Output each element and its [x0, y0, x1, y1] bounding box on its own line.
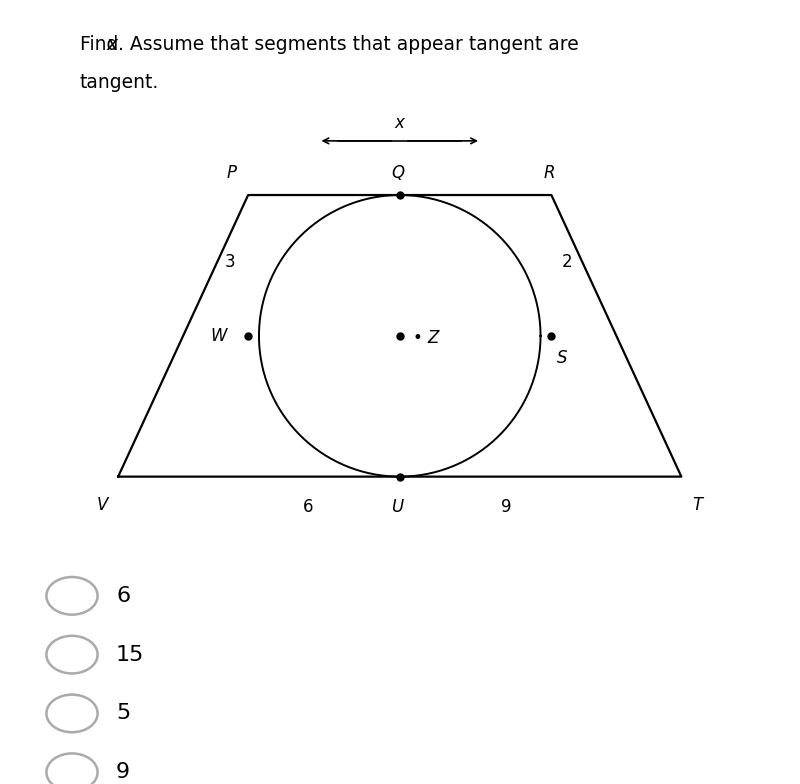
Text: 9: 9 [116, 762, 130, 782]
Text: Find: Find [80, 35, 124, 54]
Text: 15: 15 [116, 644, 144, 665]
Text: • Z: • Z [413, 329, 439, 347]
Text: 9: 9 [501, 499, 511, 517]
Text: T: T [693, 496, 702, 514]
Text: 2: 2 [562, 253, 573, 271]
Text: x: x [106, 35, 118, 54]
Text: V: V [96, 496, 107, 514]
Text: 6: 6 [302, 499, 313, 517]
Text: tangent.: tangent. [80, 73, 159, 92]
Text: W: W [210, 327, 226, 345]
Text: . Assume that segments that appear tangent are: . Assume that segments that appear tange… [118, 35, 578, 54]
Text: 5: 5 [116, 703, 130, 724]
Text: 6: 6 [116, 586, 130, 606]
Text: 3: 3 [225, 253, 235, 271]
Text: Q: Q [391, 164, 404, 182]
Text: S: S [557, 349, 567, 367]
Text: x: x [395, 114, 405, 132]
Text: P: P [227, 164, 237, 182]
Text: R: R [543, 164, 555, 182]
Text: U: U [391, 499, 404, 517]
